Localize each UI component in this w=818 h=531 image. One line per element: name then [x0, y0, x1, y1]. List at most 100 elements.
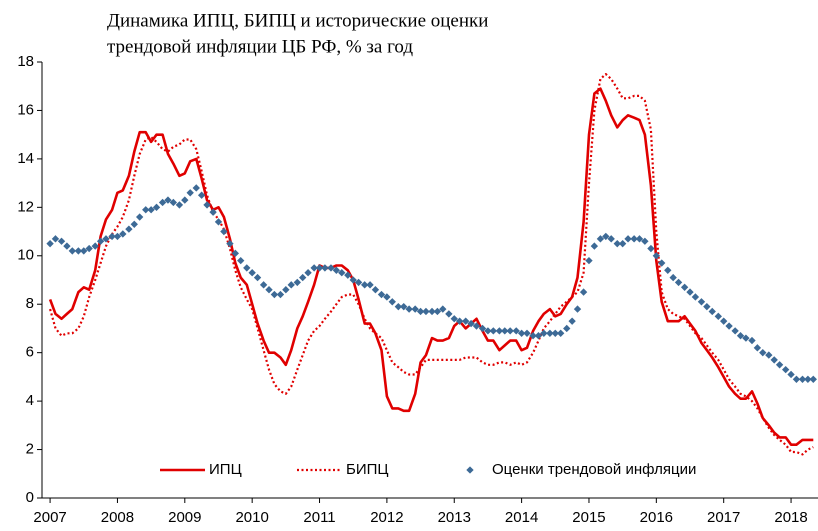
trend-marker — [742, 334, 750, 342]
trend-marker — [674, 278, 683, 287]
trend-marker — [299, 273, 307, 282]
trend-marker — [573, 305, 582, 313]
x-tick-label: 2016 — [640, 509, 673, 526]
trend-marker — [265, 286, 273, 294]
legend-label: ИПЦ — [209, 461, 242, 478]
trend-marker — [529, 332, 537, 340]
trend-marker — [142, 206, 150, 214]
trend-marker — [641, 237, 649, 245]
trend-marker — [63, 242, 71, 250]
y-tick-label: 16 — [17, 101, 34, 118]
trend-marker — [214, 218, 223, 226]
trend-marker — [209, 208, 217, 216]
trend-marker — [775, 361, 784, 369]
x-tick-label: 2009 — [168, 509, 201, 526]
trend-marker — [489, 327, 497, 335]
trend-marker — [501, 327, 509, 335]
y-tick-label: 8 — [26, 295, 34, 312]
trend-marker — [91, 242, 99, 250]
trend-marker — [321, 264, 329, 272]
trend-marker — [590, 242, 599, 250]
trend-marker — [484, 327, 492, 335]
trend-marker — [360, 281, 369, 289]
legend-label: БИПЦ — [346, 461, 389, 478]
trend-marker — [147, 206, 155, 214]
trend-marker — [546, 329, 554, 337]
trend-marker — [433, 307, 442, 316]
trend-marker — [203, 201, 211, 209]
trend-marker — [428, 307, 436, 316]
trend-marker — [523, 329, 531, 337]
trend-marker — [270, 290, 279, 299]
trend-marker — [248, 269, 256, 277]
trend-marker — [411, 305, 419, 313]
trend-marker — [720, 317, 728, 325]
y-tick-label: 18 — [17, 53, 34, 70]
trend-marker — [517, 329, 526, 337]
trend-marker — [74, 247, 83, 255]
trend-marker — [664, 266, 672, 274]
trend-marker — [472, 322, 481, 330]
x-tick-label: 2010 — [235, 509, 268, 526]
trend-marker — [613, 239, 621, 248]
trend-marker — [354, 278, 363, 287]
trend-marker — [237, 256, 245, 265]
trend-marker — [467, 319, 475, 328]
trend-marker — [770, 356, 778, 364]
trend-marker — [557, 329, 565, 337]
trend-marker — [80, 247, 88, 255]
trend-marker — [714, 312, 722, 321]
y-tick-label: 0 — [26, 489, 34, 506]
x-tick-label: 2018 — [774, 509, 807, 526]
y-tick-label: 14 — [17, 150, 34, 167]
trend-marker — [669, 273, 677, 282]
trend-marker — [736, 332, 745, 340]
trend-marker — [332, 266, 341, 274]
trend-marker — [51, 235, 60, 243]
trend-marker — [338, 269, 346, 277]
trend-marker — [658, 259, 666, 267]
trend-marker — [759, 348, 767, 357]
trend-marker — [422, 307, 430, 316]
trend-marker — [534, 332, 543, 340]
y-tick-label: 6 — [26, 344, 34, 361]
x-tick-label: 2015 — [572, 509, 605, 526]
trend-marker — [344, 271, 352, 279]
series-line — [49, 73, 814, 456]
trend-marker — [349, 276, 357, 284]
trend-marker — [630, 235, 638, 243]
legend-marker — [466, 466, 474, 474]
x-tick-label: 2012 — [370, 509, 403, 526]
trend-marker — [540, 329, 548, 337]
trend-marker — [125, 225, 133, 233]
y-tick-label: 4 — [26, 392, 34, 409]
trend-marker — [512, 327, 520, 335]
trend-marker — [455, 317, 464, 325]
trend-marker — [186, 189, 194, 197]
trend-marker — [102, 235, 110, 243]
series-line — [48, 87, 814, 446]
trend-marker — [445, 310, 453, 318]
trend-marker — [731, 327, 739, 335]
trend-marker — [787, 370, 795, 379]
trend-marker — [585, 256, 593, 265]
trend-marker — [259, 281, 268, 289]
trend-marker — [108, 232, 116, 241]
trend-marker — [405, 305, 413, 313]
trend-marker — [377, 290, 386, 299]
trend-marker — [181, 196, 189, 204]
trend-marker — [680, 283, 689, 291]
trend-marker — [506, 327, 514, 335]
trend-marker — [253, 273, 262, 282]
x-tick-label: 2008 — [101, 509, 134, 526]
trend-marker — [388, 298, 396, 306]
trend-marker — [792, 375, 801, 383]
trend-marker — [568, 317, 576, 325]
trend-marker — [276, 290, 285, 299]
trend-marker — [697, 298, 706, 306]
trend-marker — [243, 264, 251, 272]
trend-marker — [748, 336, 756, 345]
trend-marker — [315, 264, 324, 272]
trend-marker — [686, 288, 694, 296]
